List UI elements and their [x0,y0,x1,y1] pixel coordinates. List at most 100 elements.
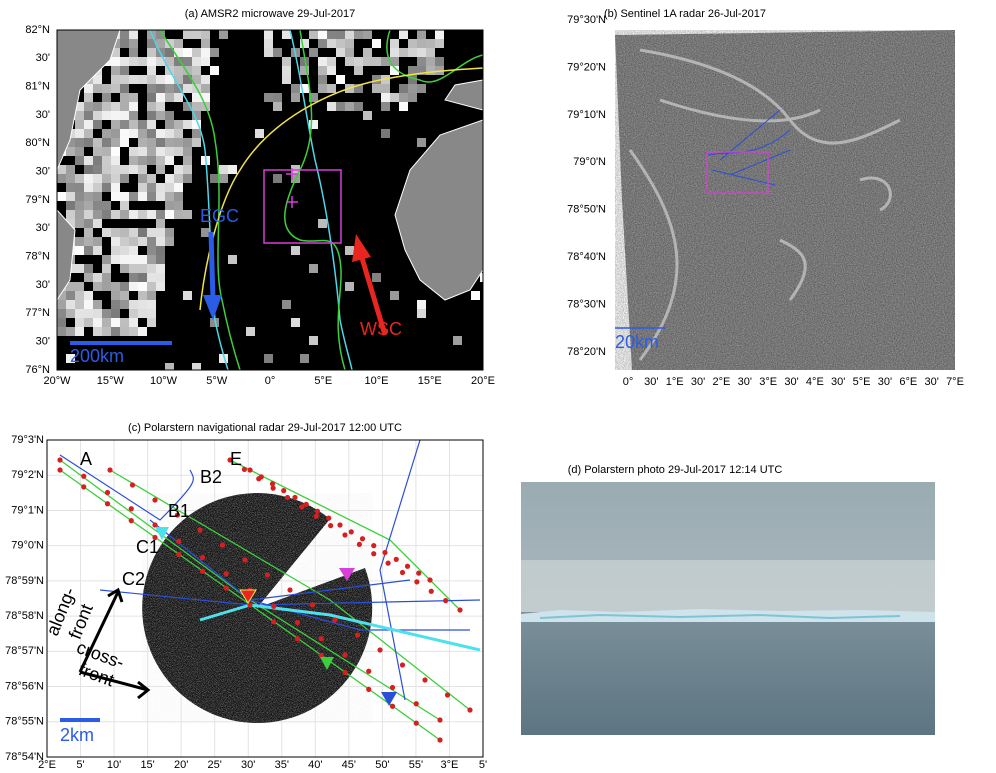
y-tick-label: 30' [36,336,50,348]
y-tick-label: 78°59'N [5,575,44,587]
ice-cell [345,48,354,57]
ice-cell [174,201,183,210]
ice-cell [147,147,156,156]
ice-cell [84,165,93,174]
station-dot [414,579,419,584]
ice-cell [156,84,165,93]
ice-cell [57,309,66,318]
ice-cell [57,174,66,183]
ice-cell [120,30,129,39]
ice-cell [84,138,93,147]
ice-cell [453,336,462,345]
ice-cell [291,84,300,93]
ice-cell [192,66,201,75]
panel-a-map [57,30,489,372]
ice-cell [156,165,165,174]
ice-cell [102,264,111,273]
ice-cell [75,300,84,309]
ice-cell [84,201,93,210]
ice-cell [165,228,174,237]
ice-cell [201,57,210,66]
station-dot [360,536,365,541]
panel-c-map [47,440,483,757]
ice-cell [183,156,192,165]
annotation: C2 [122,569,145,589]
ice-cell [192,57,201,66]
ice-cell [309,30,318,39]
x-tick-label: 3°E [759,376,777,388]
ice-cell [129,273,138,282]
ice-cell [129,300,138,309]
ice-cell [147,102,156,111]
ice-cell [183,48,192,57]
ice-cell [120,318,129,327]
station-dot [57,457,62,462]
station-dot [295,620,300,625]
ice-cell [93,273,102,282]
ice-cell [129,57,138,66]
ice-cell [147,138,156,147]
ice-cell [129,102,138,111]
y-tick-label: 78°57'N [5,645,44,657]
ice-cell [120,210,129,219]
ice-cell [102,129,111,138]
ice-cell [165,201,174,210]
ice-cell [111,291,120,300]
panel-title: (c) Polarstern navigational radar 29-Jul… [128,422,402,434]
ice-cell [138,255,147,264]
ice-cell [66,201,75,210]
ice-cell [111,84,120,93]
ice-cell [129,246,138,255]
x-tick-label: 7°E [946,376,964,388]
ice-cell [309,264,318,273]
ice-cell [471,291,480,300]
ice-cell [102,102,111,111]
x-tick-label: 30' [644,376,658,388]
station-dot [176,539,181,544]
ice-cell [129,120,138,129]
ice-cell [417,138,426,147]
ice-cell [147,210,156,219]
ice-cell [93,327,102,336]
ice-cell [390,291,399,300]
ice-cell [93,309,102,318]
ice-cell [147,48,156,57]
ice-cell [354,66,363,75]
x-tick-label: 20°W [43,375,71,387]
ice-cell [111,165,120,174]
y-tick-label: 79°0'N [11,540,44,552]
ice-cell [354,102,363,111]
ice-cell [138,57,147,66]
x-tick-label: 35' [275,759,289,771]
ice-cell [120,246,129,255]
x-tick-label: 5°E [314,375,332,387]
ice-cell [417,30,426,39]
ice-cell [111,237,120,246]
ice-cell [291,246,300,255]
ice-cell [174,93,183,102]
ice-cell [255,129,264,138]
station-dot [315,509,320,514]
station-dot [200,569,205,574]
ice-cell [93,138,102,147]
station-dot [287,587,292,592]
ice-cell [192,48,201,57]
ice-cell [147,156,156,165]
ice-cell [111,57,120,66]
station-dot [81,484,86,489]
ice-cell [273,102,282,111]
ice-cell [336,48,345,57]
y-tick-label: 78°30'N [567,298,606,310]
y-tick-label: 30' [36,279,50,291]
ice-cell [183,138,192,147]
ice-cell [417,300,426,309]
station-dot [342,652,347,657]
ice-cell [147,111,156,120]
x-tick-label: 55' [409,759,423,771]
ice-cell [75,183,84,192]
y-tick-label: 79°2'N [11,469,44,481]
ice-cell [372,57,381,66]
ice-cell [93,237,102,246]
station-dot [437,737,442,742]
ice-cell [435,39,444,48]
